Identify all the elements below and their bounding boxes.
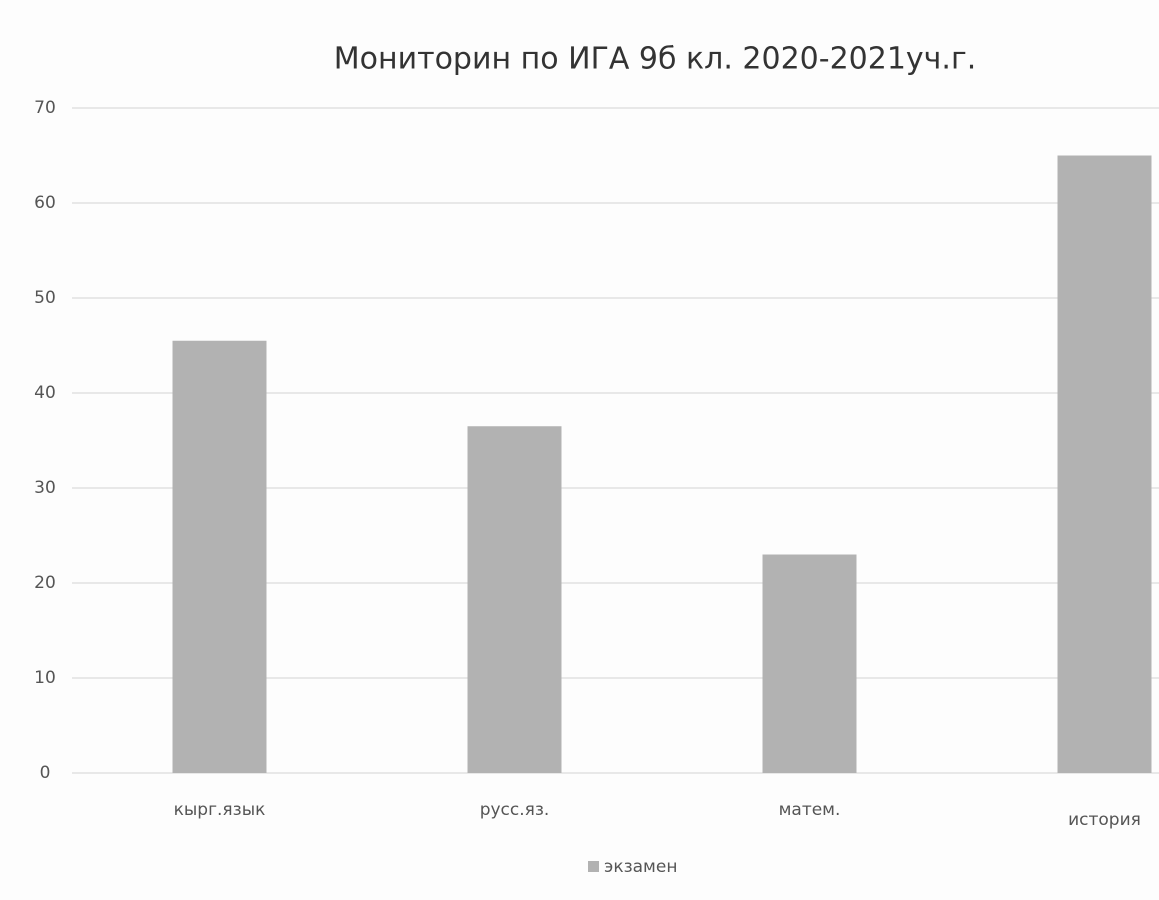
x-tick-label: история — [1068, 810, 1141, 830]
legend-swatch — [588, 861, 599, 872]
y-tick-label: 60 — [34, 193, 56, 213]
bar — [172, 340, 267, 773]
chart-title: Мониторин по ИГА 9б кл. 2020-2021уч.г. — [334, 42, 977, 77]
y-tick-label: 50 — [34, 288, 56, 308]
y-tick-label: 30 — [34, 478, 56, 498]
bar — [762, 554, 857, 773]
legend-label: экзамен — [604, 857, 677, 877]
bar — [1057, 155, 1152, 773]
y-tick-label: 40 — [34, 383, 56, 403]
bar — [467, 426, 562, 773]
y-tick-label: 20 — [34, 573, 56, 593]
x-tick-label: матем. — [779, 800, 841, 820]
x-tick-label: кырг.язык — [174, 800, 266, 820]
y-tick-label: 0 — [40, 763, 51, 783]
x-tick-label: русс.яз. — [480, 800, 550, 820]
y-tick-label: 10 — [34, 668, 56, 688]
y-tick-label: 70 — [34, 98, 56, 118]
